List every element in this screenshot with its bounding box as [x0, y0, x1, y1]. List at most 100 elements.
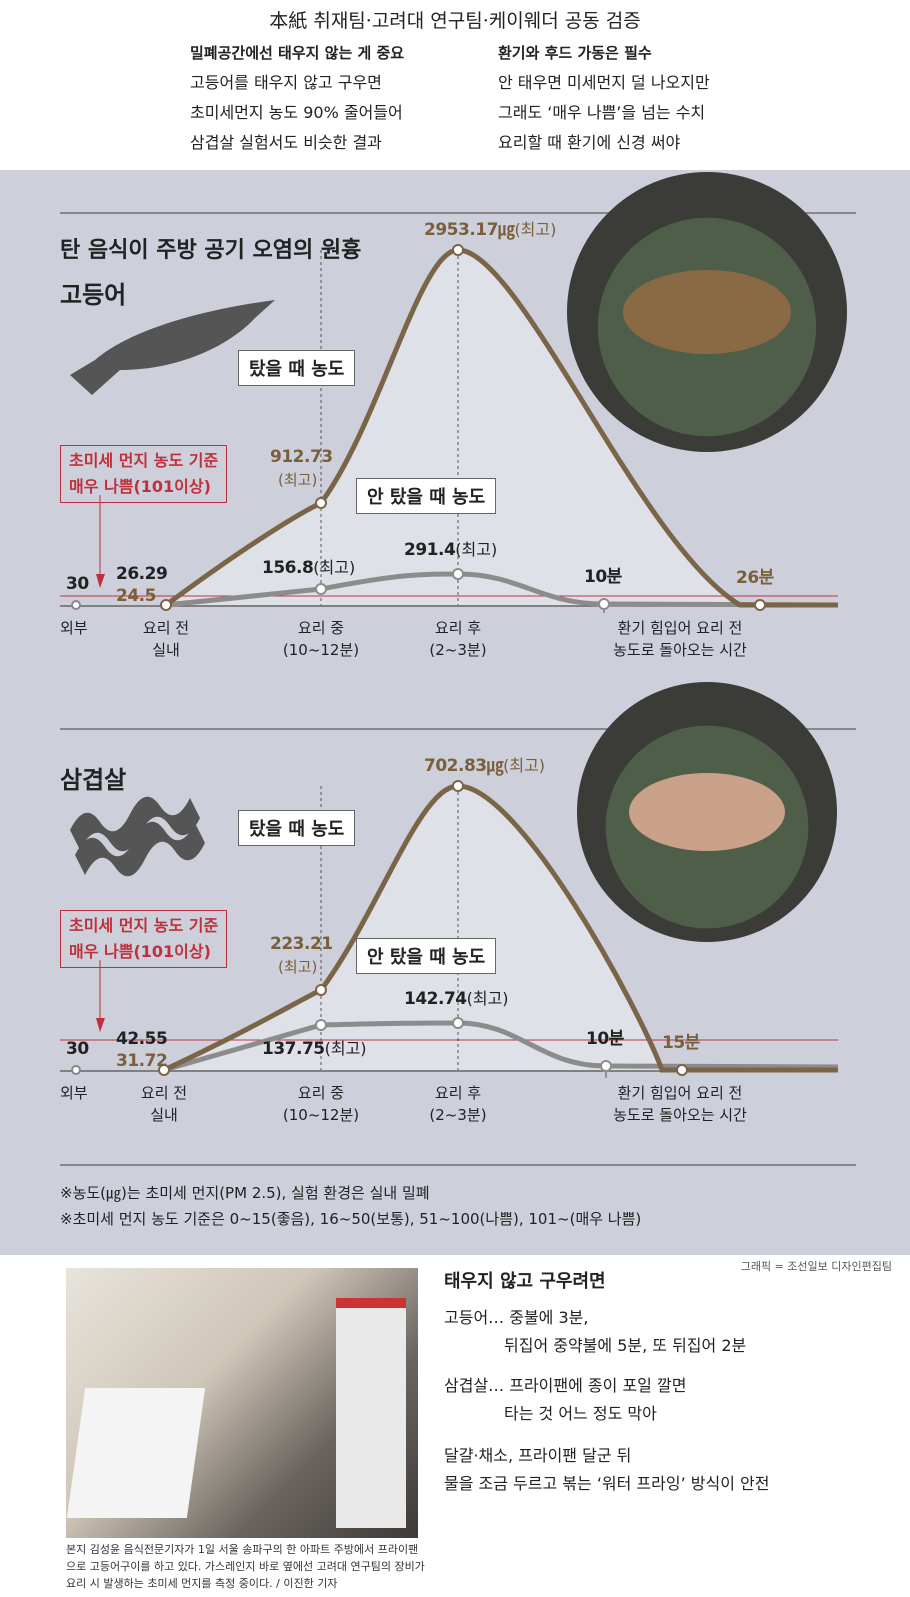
value-during-burnt: 912.73: [270, 447, 333, 467]
summary-line: 그래도 ‘매우 나쁨’을 넘는 수치: [498, 103, 706, 122]
axis-line: 요리 전: [142, 619, 190, 637]
axis-label-recover: 환기 힘입어 요리 전 농도로 돌아오는 시간: [580, 617, 780, 661]
value-before-burnt: 31.72: [116, 1051, 168, 1071]
chart-title: 고등어: [60, 281, 127, 309]
value-recover-burnt: 15분: [662, 1033, 700, 1053]
value: 137.75: [262, 1039, 325, 1059]
value-during-burnt-note: (최고): [278, 471, 318, 489]
tip-line: 타는 것 어느 정도 막아: [504, 1404, 657, 1423]
callout-unburnt: 안 탔을 때 농도: [356, 938, 497, 974]
tip-line: 물을 조금 두르고 볶는 ‘워터 프라잉’ 방식이 안전: [444, 1474, 770, 1493]
axis-label-after: 요리 후 (2~3분): [408, 1082, 508, 1126]
axis-label-outside: 외부: [60, 619, 88, 637]
arrow-icon: [96, 574, 105, 588]
bacon-icon: [70, 796, 200, 852]
burnt-area: [164, 786, 662, 1070]
value-before-burnt: 24.5: [116, 586, 156, 606]
axis-line: 농도로 돌아오는 시간: [613, 1106, 747, 1124]
value-peak-unburnt: 291.4(최고): [404, 536, 497, 560]
value: 142.74: [404, 989, 467, 1009]
food: [623, 270, 791, 354]
value: 291.4: [404, 540, 456, 560]
data-point-outside: [71, 1065, 81, 1075]
summary-line: 삼겹살 실험서도 비슷한 결과: [190, 133, 382, 152]
series-burnt-line: [162, 783, 838, 1073]
note: (최고): [313, 558, 356, 577]
axis-line: 실내: [150, 1106, 178, 1124]
axis-label-during: 요리 중 (10~12분): [271, 1082, 371, 1126]
axis-line: 환기 힘입어 요리 전: [617, 1084, 743, 1102]
tip-line: 고등어… 중불에 3분,: [444, 1308, 589, 1327]
kitchen-photo: [66, 1268, 418, 1538]
bacon-icon: [75, 821, 205, 877]
value-during-burnt-note: (최고): [278, 958, 318, 976]
data-point-unburnt: [600, 1060, 612, 1072]
data-point-burnt: [315, 497, 327, 509]
data-point-burnt: [315, 984, 327, 996]
axis-line: (2~3분): [429, 1106, 487, 1124]
page-title: 本紙 취재팀·고려대 연구팀·케이웨더 공동 검증: [269, 10, 641, 32]
redbox-line: 매우 나쁨(101이상): [69, 942, 211, 961]
axis-line: 요리 중: [297, 1084, 345, 1102]
data-point-burnt: [160, 599, 172, 611]
value-outside: 30: [66, 1039, 89, 1059]
note: (최고): [455, 540, 498, 559]
axis-line: 요리 전: [140, 1084, 188, 1102]
value-recover-burnt: 26분: [736, 568, 774, 588]
credit: 그래픽 = 조선일보 디자인편집팀: [740, 1260, 892, 1273]
value-peak-unburnt: 142.74(최고): [404, 985, 509, 1009]
series-burnt-line: [164, 247, 838, 608]
axis-label-after: 요리 후 (2~3분): [408, 617, 508, 661]
tips: 태우지 않고 구우려면 고등어… 중불에 3분, 뒤집어 중약불에 5분, 또 …: [444, 1268, 769, 1498]
tip-line: 뒤집어 중약불에 5분, 또 뒤집어 2분: [504, 1336, 747, 1355]
callout-unburnt: 안 탔을 때 농도: [356, 478, 497, 514]
section-title: 탄 음식이 주방 공기 오염의 원흉: [60, 238, 362, 263]
axis-line: 요리 후: [434, 619, 482, 637]
data-point-unburnt: [598, 598, 610, 610]
axis-line: (10~12분): [282, 1106, 360, 1124]
value-outside: 30: [66, 574, 89, 594]
data-point-burnt: [754, 599, 766, 611]
value-before-unburnt: 42.55: [116, 1029, 168, 1049]
value: 702.83㎍: [424, 756, 504, 776]
axis-line: 농도로 돌아오는 시간: [613, 641, 747, 659]
data-point-unburnt: [452, 568, 464, 580]
value-before-unburnt: 26.29: [116, 564, 168, 584]
tip-line: 달걀·채소, 프라이팬 달군 뒤: [444, 1446, 632, 1465]
data-point-burnt: [452, 244, 464, 256]
data-point-burnt: [452, 780, 464, 792]
divider: [60, 728, 856, 730]
value: 2953.17㎍: [424, 220, 515, 240]
summary-line: 안 태우면 미세먼지 덜 나오지만: [498, 73, 710, 92]
data-point-unburnt: [315, 1019, 327, 1031]
axis-line: (10~12분): [282, 641, 360, 659]
value-during-unburnt: 137.75(최고): [262, 1035, 367, 1059]
redbox-line: 초미세 먼지 농도 기준: [69, 916, 219, 935]
footnote: ※초미세 먼지 농도 기준은 0~15(좋음), 16~50(보통), 51~1…: [60, 1210, 642, 1228]
data-point-outside: [71, 600, 81, 610]
value-during-unburnt: 156.8(최고): [262, 554, 355, 578]
note: (최고): [514, 220, 557, 239]
summary-line: 초미세먼지 농도 90% 줄어들어: [190, 103, 403, 122]
tip-line: 삼겹살… 프라이팬에 종이 포일 깔면: [444, 1376, 687, 1395]
summary-left-heading: 밀폐공간에선 태우지 않는 게 중요: [190, 44, 405, 62]
summary-line: 고등어를 태우지 않고 구우면: [190, 73, 382, 92]
arrow-icon: [96, 1018, 105, 1032]
footnote: ※농도(㎍)는 초미세 먼지(PM 2.5), 실험 환경은 실내 밀폐: [60, 1184, 430, 1202]
callout-burnt: 탔을 때 농도: [238, 350, 356, 386]
summary-right: 환기와 후드 가동은 필수 안 태우면 미세먼지 덜 나오지만 그래도 ‘매우 …: [498, 38, 710, 158]
value-peak-burnt: 2953.17㎍(최고): [424, 216, 556, 240]
summary-line: 요리할 때 환기에 신경 써야: [498, 133, 681, 152]
tips-heading: 태우지 않고 구우려면: [444, 1271, 606, 1292]
axis-line: (2~3분): [429, 641, 487, 659]
data-point-unburnt: [452, 1017, 464, 1029]
note: (최고): [324, 1039, 367, 1058]
data-point-burnt: [158, 1064, 170, 1076]
redbox-line: 초미세 먼지 농도 기준: [69, 451, 219, 470]
redbox-line: 매우 나쁨(101이상): [69, 477, 211, 496]
callout-burnt: 탔을 때 농도: [238, 810, 356, 846]
summary-left: 밀폐공간에선 태우지 않는 게 중요 고등어를 태우지 않고 구우면 초미세먼지…: [190, 38, 404, 158]
